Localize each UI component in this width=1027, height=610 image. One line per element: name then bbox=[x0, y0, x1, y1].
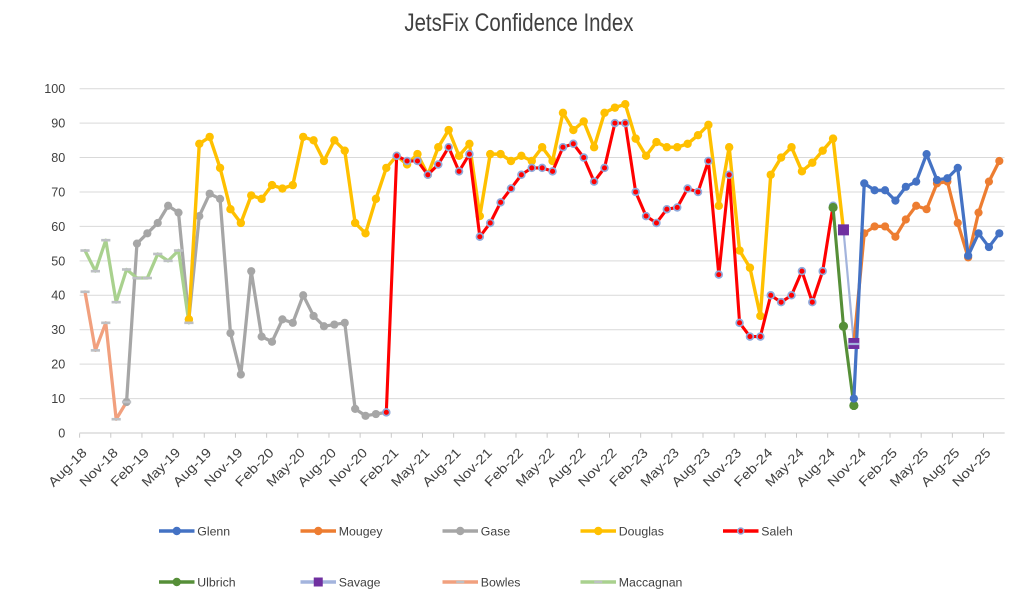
svg-text:Saleh: Saleh bbox=[761, 524, 793, 538]
svg-text:Bowles: Bowles bbox=[481, 575, 521, 589]
svg-text:10: 10 bbox=[51, 392, 65, 406]
svg-text:Savage: Savage bbox=[339, 575, 381, 589]
svg-text:Douglas: Douglas bbox=[619, 524, 664, 538]
svg-text:40: 40 bbox=[51, 289, 65, 303]
svg-text:30: 30 bbox=[51, 323, 65, 337]
svg-text:100: 100 bbox=[44, 82, 65, 96]
svg-text:JetsFix Confidence Index: JetsFix Confidence Index bbox=[404, 9, 633, 37]
svg-text:Mougey: Mougey bbox=[339, 524, 384, 538]
svg-text:0: 0 bbox=[58, 426, 65, 440]
svg-text:Glenn: Glenn bbox=[197, 524, 230, 538]
svg-text:Maccagnan: Maccagnan bbox=[619, 575, 683, 589]
svg-text:80: 80 bbox=[51, 151, 65, 165]
svg-text:Ulbrich: Ulbrich bbox=[197, 575, 235, 589]
svg-text:60: 60 bbox=[51, 220, 65, 234]
svg-text:90: 90 bbox=[51, 117, 65, 131]
svg-text:50: 50 bbox=[51, 254, 65, 268]
svg-text:70: 70 bbox=[51, 185, 65, 199]
svg-text:Gase: Gase bbox=[481, 524, 511, 538]
svg-text:20: 20 bbox=[51, 358, 65, 372]
